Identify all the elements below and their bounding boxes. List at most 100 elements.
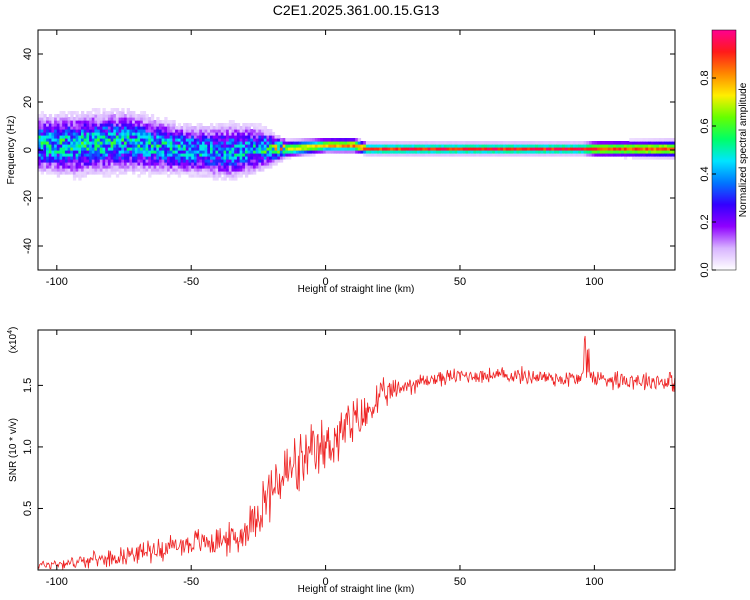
heatmap-cell <box>156 117 160 121</box>
heatmap-cell <box>164 150 168 154</box>
heatmap-cell <box>258 123 262 127</box>
heatmap-cell <box>234 168 238 172</box>
heatmap-cell <box>425 141 429 145</box>
heatmap-cell <box>121 135 125 139</box>
heatmap-cell <box>67 123 71 127</box>
heatmap-cell <box>425 150 429 154</box>
heatmap-cell <box>500 150 504 154</box>
heatmap-cell <box>99 138 104 142</box>
heatmap-cell <box>532 153 536 157</box>
heatmap-cell <box>234 159 238 163</box>
heatmap-cell <box>253 144 257 148</box>
heatmap-cell <box>70 141 74 145</box>
heatmap-cell <box>245 129 249 133</box>
heatmap-cell <box>115 120 120 124</box>
heatmap-cell <box>180 129 184 133</box>
heatmap-cell <box>212 168 216 172</box>
heatmap-cell <box>263 135 268 139</box>
heatmap-cell <box>38 165 42 169</box>
heatmap-cell <box>511 144 515 148</box>
heatmap-cell <box>282 138 286 142</box>
heatmap-cell <box>177 171 182 175</box>
heatmap-cell <box>207 132 211 136</box>
heatmap-cell <box>48 114 53 118</box>
heatmap-cell <box>306 138 311 142</box>
heatmap-cell <box>54 156 58 160</box>
heatmap-cell <box>473 150 477 154</box>
heatmap-cell <box>618 147 622 151</box>
heatmap-cell <box>223 162 227 166</box>
heatmap-cell <box>465 141 469 145</box>
heatmap-cell <box>543 153 547 157</box>
heatmap-cell <box>629 138 633 142</box>
heatmap-cell <box>81 117 85 121</box>
heatmap-cell <box>602 147 606 151</box>
heatmap-cell <box>167 126 171 130</box>
heatmap-cell <box>414 153 418 157</box>
heatmap-cell <box>564 141 569 145</box>
spectrogram-y-tick-label: 0 <box>22 147 34 153</box>
heatmap-cell <box>158 162 163 166</box>
spectrogram-x-tick-label: 0 <box>323 276 329 288</box>
heatmap-cell <box>296 147 300 151</box>
heatmap-cell <box>202 174 206 178</box>
heatmap-cell <box>48 120 53 124</box>
heatmap-cell <box>78 123 82 127</box>
heatmap-cell <box>443 153 448 157</box>
heatmap-cell <box>81 159 85 163</box>
heatmap-cell <box>48 147 53 151</box>
heatmap-cell <box>67 117 71 121</box>
heatmap-cell <box>591 147 595 151</box>
heatmap-cell <box>220 156 225 160</box>
heatmap-cell <box>51 120 55 124</box>
heatmap-cell <box>202 153 206 157</box>
heatmap-cell <box>285 147 289 151</box>
heatmap-cell <box>153 147 157 151</box>
heatmap-cell <box>91 156 96 160</box>
heatmap-cell <box>656 147 660 151</box>
heatmap-cell <box>484 144 488 148</box>
heatmap-cell <box>107 132 112 136</box>
heatmap-cell <box>62 150 66 154</box>
heatmap-cell <box>508 141 512 145</box>
heatmap-cell <box>86 141 90 145</box>
heatmap-cell <box>150 147 155 151</box>
heatmap-cell <box>91 120 96 124</box>
heatmap-cell <box>387 153 391 157</box>
heatmap-cell <box>255 165 259 169</box>
heatmap-cell <box>242 135 246 139</box>
heatmap-cell <box>145 117 149 121</box>
heatmap-cell <box>91 165 96 169</box>
heatmap-cell <box>107 156 112 160</box>
heatmap-cell <box>261 168 265 172</box>
heatmap-cell <box>38 153 42 157</box>
heatmap-cell <box>215 174 219 178</box>
heatmap-cell <box>99 132 104 136</box>
heatmap-cell <box>540 141 544 145</box>
heatmap-cell <box>156 144 160 148</box>
heatmap-cell <box>239 132 243 136</box>
heatmap-cell <box>640 141 644 145</box>
heatmap-cell <box>253 153 257 157</box>
heatmap-cell <box>301 138 305 142</box>
heatmap-cell <box>395 144 399 148</box>
heatmap-cell <box>390 144 394 148</box>
heatmap-cell <box>132 114 136 118</box>
heatmap-cell <box>489 144 493 148</box>
heatmap-cell <box>94 126 98 130</box>
heatmap-cell <box>355 144 359 148</box>
heatmap-cell <box>70 150 74 154</box>
heatmap-cell <box>231 129 235 133</box>
heatmap-cell <box>83 117 87 121</box>
heatmap-cell <box>242 123 246 127</box>
heatmap-cell <box>137 117 141 121</box>
heatmap-cell <box>653 138 657 142</box>
heatmap-cell <box>59 159 63 163</box>
heatmap-cell <box>140 171 144 175</box>
heatmap-cell <box>228 153 233 157</box>
heatmap-cell <box>341 150 345 154</box>
heatmap-cell <box>188 165 192 169</box>
heatmap-cell <box>121 150 125 154</box>
heatmap-cell <box>204 165 208 169</box>
heatmap-cell <box>306 147 311 151</box>
